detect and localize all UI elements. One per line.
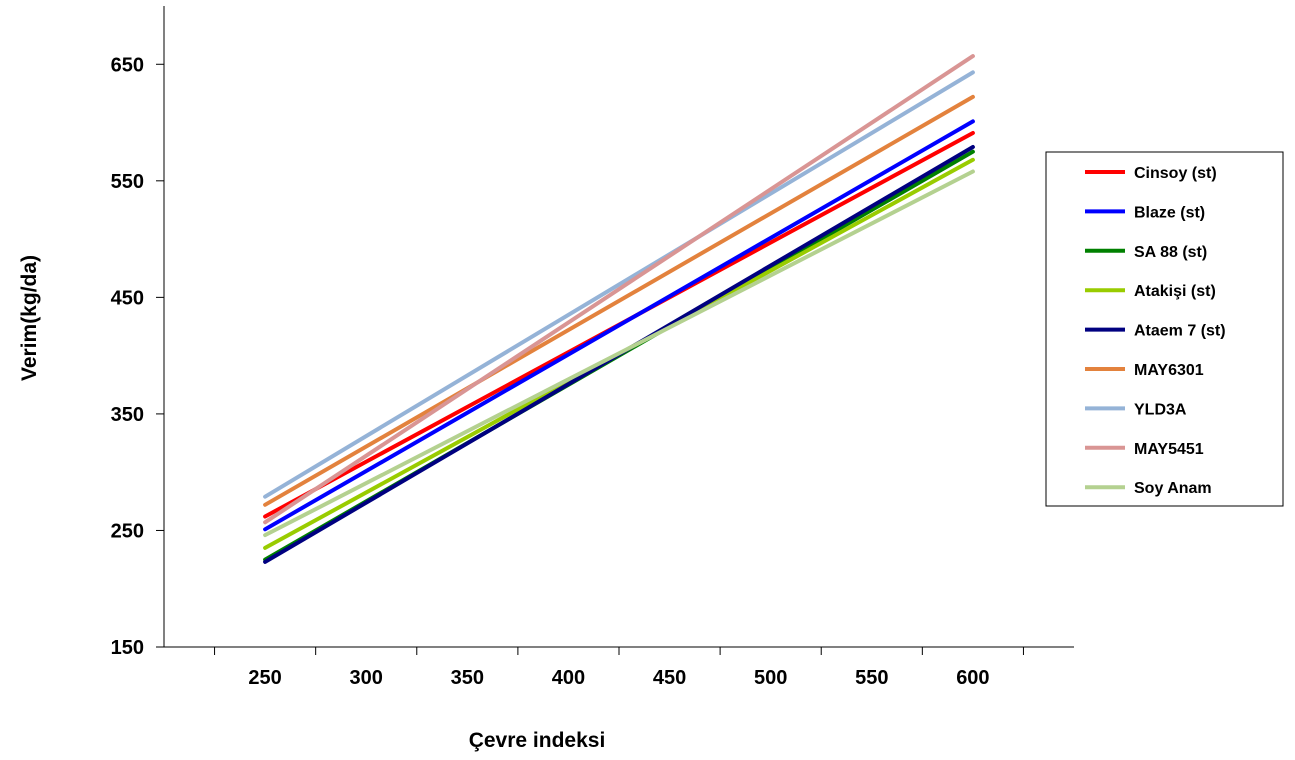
- y-tick-label: 350: [111, 404, 144, 426]
- legend-item: Soy Anam: [1085, 480, 1212, 497]
- y-axis-title: Verim(kg/da): [18, 255, 41, 381]
- series-line-yld3a: [263, 70, 975, 499]
- series-line-may5451: [263, 54, 975, 525]
- legend-item: Cinsoy (st): [1085, 165, 1217, 182]
- x-tick-label: 300: [350, 667, 383, 689]
- y-tick-label: 250: [111, 520, 144, 542]
- x-axis-title: Çevre indeksi: [469, 729, 606, 752]
- legend-label: MAY5451: [1134, 441, 1204, 458]
- x-tick-label: 250: [248, 667, 281, 689]
- series-line-may6301: [263, 94, 975, 507]
- legend-item: MAY5451: [1085, 441, 1204, 458]
- legend-label: Soy Anam: [1134, 480, 1212, 497]
- y-axis-ticks: 150 250 350 450 550 650: [111, 54, 164, 659]
- x-tick-label: 500: [754, 667, 787, 689]
- legend-label: MAY6301: [1134, 362, 1204, 379]
- y-tick-label: 550: [111, 171, 144, 193]
- legend-label: Ataem 7 (st): [1134, 323, 1226, 340]
- legend-label: Atakişi (st): [1134, 283, 1216, 300]
- y-tick-label: 650: [111, 54, 144, 76]
- x-tick-label: 550: [855, 667, 888, 689]
- x-tick-label: 450: [653, 667, 686, 689]
- legend-item: Atakişi (st): [1085, 283, 1216, 300]
- legend-item: Blaze (st): [1085, 204, 1205, 221]
- legend-label: YLD3A: [1134, 401, 1187, 418]
- legend: Cinsoy (st) Blaze (st) SA 88 (st) Atakişi (…: [1045, 151, 1284, 507]
- legend-item: SA 88 (st): [1085, 244, 1207, 261]
- series-lines: [263, 54, 975, 564]
- x-axis-ticks: 250 300 350 400 450 500 550 600: [214, 647, 1024, 689]
- y-tick-label: 150: [111, 637, 144, 659]
- legend-item: Ataem 7 (st): [1085, 323, 1226, 340]
- series-line-soy-anam: [263, 169, 975, 538]
- legend-item: YLD3A: [1085, 401, 1187, 418]
- legend-item: MAY6301: [1085, 362, 1204, 379]
- x-tick-label: 600: [956, 667, 989, 689]
- legend-label: SA 88 (st): [1134, 244, 1207, 261]
- x-tick-label: 400: [552, 667, 585, 689]
- series-line-blaze-st: [263, 119, 975, 532]
- x-tick-label: 350: [451, 667, 484, 689]
- legend-label: Cinsoy (st): [1134, 165, 1217, 182]
- legend-label: Blaze (st): [1134, 204, 1205, 221]
- legend-items: Cinsoy (st) Blaze (st) SA 88 (st) Atakişi (…: [1085, 165, 1226, 497]
- y-tick-label: 450: [111, 287, 144, 309]
